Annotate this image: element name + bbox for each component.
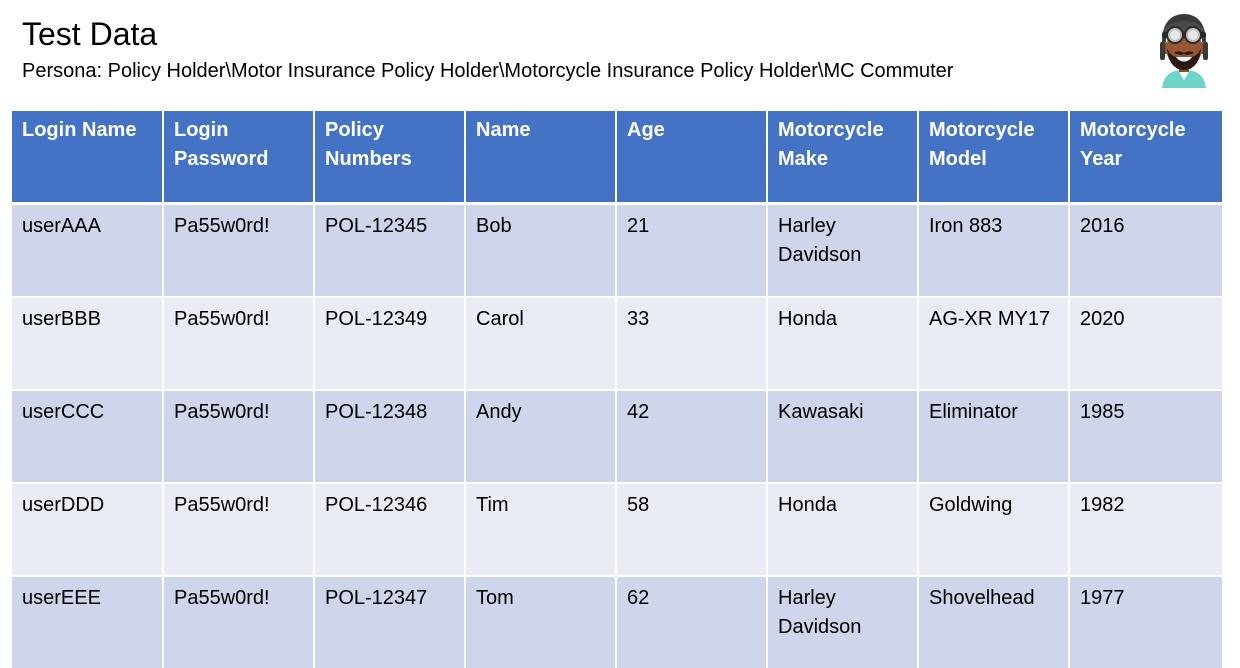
cell-motorcycle-year: 2020 (1069, 296, 1222, 390)
cell-policy-number: POL-12345 (314, 202, 466, 297)
cell-name: Carol (465, 296, 617, 390)
table-row: userCCC Pa55w0rd! POL-12348 Andy 42 Kawa… (12, 389, 1222, 483)
table-header-row: Login Name Login Password Policy Numbers… (12, 111, 1222, 205)
cell-policy-number: POL-12349 (314, 296, 466, 390)
cell-motorcycle-model: Shovelhead (918, 575, 1070, 668)
cell-motorcycle-model: Iron 883 (918, 202, 1070, 297)
cell-login-name: userEEE (12, 575, 164, 668)
cell-motorcycle-model: Goldwing (918, 482, 1070, 576)
cell-login-name: userDDD (12, 482, 164, 576)
cell-login-name: userCCC (12, 389, 164, 483)
cell-motorcycle-make: Honda (767, 482, 919, 576)
cell-motorcycle-make: Harley Davidson (767, 202, 919, 297)
table-row: userBBB Pa55w0rd! POL-12349 Carol 33 Hon… (12, 296, 1222, 390)
cell-login-name: userAAA (12, 202, 164, 297)
cell-name: Andy (465, 389, 617, 483)
cell-policy-number: POL-12348 (314, 389, 466, 483)
cell-name: Bob (465, 202, 617, 297)
cell-motorcycle-make: Kawasaki (767, 389, 919, 483)
motorcycle-rider-avatar-icon (1160, 14, 1208, 88)
persona-subtitle: Persona: Policy Holder\Motor Insurance P… (22, 60, 954, 82)
table-row: userDDD Pa55w0rd! POL-12346 Tim 58 Honda… (12, 482, 1222, 576)
cell-login-password: Pa55w0rd! (163, 575, 315, 668)
column-header-motorcycle-model: Motorcycle Model (918, 111, 1070, 205)
cell-policy-number: POL-12346 (314, 482, 466, 576)
column-header-policy-numbers: Policy Numbers (314, 111, 466, 205)
cell-age: 33 (616, 296, 768, 390)
cell-age: 42 (616, 389, 768, 483)
cell-motorcycle-model: AG-XR MY17 (918, 296, 1070, 390)
cell-motorcycle-year: 1977 (1069, 575, 1222, 668)
page-title: Test Data (22, 16, 158, 52)
cell-age: 21 (616, 202, 768, 297)
cell-policy-number: POL-12347 (314, 575, 466, 668)
column-header-motorcycle-year: Motorcycle Year (1069, 111, 1222, 205)
cell-motorcycle-make: Harley Davidson (767, 575, 919, 668)
cell-name: Tom (465, 575, 617, 668)
column-header-motorcycle-make: Motorcycle Make (767, 111, 919, 205)
cell-login-password: Pa55w0rd! (163, 202, 315, 297)
cell-motorcycle-make: Honda (767, 296, 919, 390)
cell-login-password: Pa55w0rd! (163, 389, 315, 483)
test-data-table: Login Name Login Password Policy Numbers… (12, 111, 1222, 668)
cell-motorcycle-year: 1982 (1069, 482, 1222, 576)
cell-login-password: Pa55w0rd! (163, 296, 315, 390)
cell-motorcycle-year: 2016 (1069, 202, 1222, 297)
cell-motorcycle-year: 1985 (1069, 389, 1222, 483)
cell-age: 58 (616, 482, 768, 576)
column-header-age: Age (616, 111, 768, 205)
table-row: userEEE Pa55w0rd! POL-12347 Tom 62 Harle… (12, 575, 1222, 668)
cell-motorcycle-model: Eliminator (918, 389, 1070, 483)
cell-age: 62 (616, 575, 768, 668)
column-header-login-name: Login Name (12, 111, 164, 205)
cell-login-password: Pa55w0rd! (163, 482, 315, 576)
cell-name: Tim (465, 482, 617, 576)
cell-login-name: userBBB (12, 296, 164, 390)
column-header-name: Name (465, 111, 617, 205)
table-row: userAAA Pa55w0rd! POL-12345 Bob 21 Harle… (12, 202, 1222, 297)
column-header-login-password: Login Password (163, 111, 315, 205)
